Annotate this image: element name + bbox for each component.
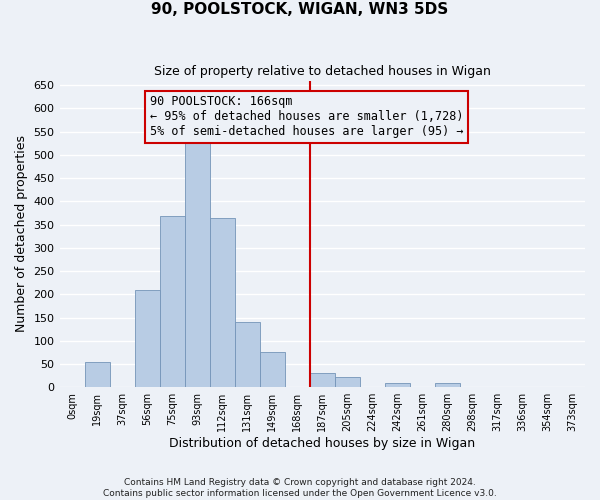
Bar <box>260 352 285 387</box>
Bar <box>160 216 185 387</box>
Text: Contains HM Land Registry data © Crown copyright and database right 2024.
Contai: Contains HM Land Registry data © Crown c… <box>103 478 497 498</box>
Bar <box>209 218 235 387</box>
Bar <box>435 384 460 387</box>
Bar <box>134 290 160 387</box>
Text: 90 POOLSTOCK: 166sqm
← 95% of detached houses are smaller (1,728)
5% of semi-det: 90 POOLSTOCK: 166sqm ← 95% of detached h… <box>149 96 463 138</box>
X-axis label: Distribution of detached houses by size in Wigan: Distribution of detached houses by size … <box>169 437 475 450</box>
Title: Size of property relative to detached houses in Wigan: Size of property relative to detached ho… <box>154 65 491 78</box>
Bar <box>385 384 410 387</box>
Bar <box>235 322 260 387</box>
Bar <box>335 377 360 387</box>
Bar <box>185 138 209 387</box>
Bar <box>85 362 110 387</box>
Text: 90, POOLSTOCK, WIGAN, WN3 5DS: 90, POOLSTOCK, WIGAN, WN3 5DS <box>151 2 449 18</box>
Bar <box>310 374 335 387</box>
Y-axis label: Number of detached properties: Number of detached properties <box>15 136 28 332</box>
